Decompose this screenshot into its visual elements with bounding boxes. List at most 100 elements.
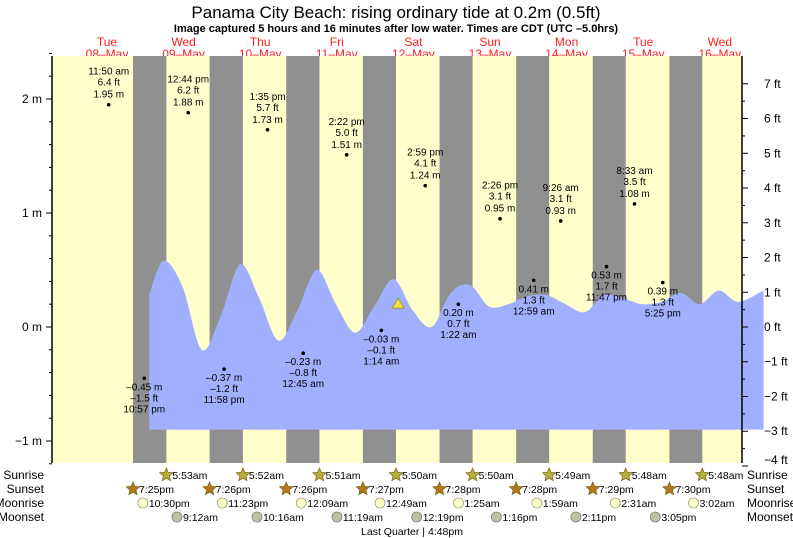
sunset-time: 7:29pm (599, 484, 634, 496)
high-tide-time: 8:33 am (616, 166, 652, 177)
low-tide-point (301, 351, 305, 356)
low-tide-m: –0.37 m (206, 373, 242, 384)
axes: 2 m 1 m 0 m −1 m 7 ft 6 ft 5 ft 4 ft 3 ft 2 ft 1 f… (15, 52, 788, 467)
sunrise-row-label-right: Sunrise (747, 468, 788, 482)
low-tide-m: –0.23 m (285, 357, 321, 368)
moonset-time: 12:19pm (423, 512, 464, 524)
left-tick-label: 0 m (22, 320, 42, 334)
high-tide-point (498, 216, 502, 221)
low-tide-time: 12:59 am (513, 306, 555, 317)
high-tide-m: 1.08 m (619, 189, 650, 200)
low-tide-time: 1:22 am (440, 330, 476, 341)
sunset-icon (661, 481, 677, 496)
high-tide-m: 1.95 m (93, 90, 124, 101)
low-tide-point (660, 280, 665, 285)
high-tide-ft: 3.1 ft (550, 194, 572, 205)
high-tide-ft: 4.1 ft (414, 159, 436, 170)
sunset-time: 7:26pm (216, 484, 251, 496)
high-tide-time: 2:22 pm (329, 117, 365, 128)
sunrise-icon (618, 467, 634, 482)
sunrise-icon (158, 467, 174, 482)
moonset-time: 3:05pm (661, 512, 696, 524)
left-tick-label: 1 m (22, 206, 42, 220)
low-tide-ft: –1.5 ft (130, 393, 158, 404)
high-tide-time: 1:35 pm (249, 92, 285, 103)
moonrise-time: 11:23pm (228, 498, 268, 510)
moonrise-icon (216, 497, 228, 509)
high-tide-ft: 5.7 ft (256, 103, 278, 114)
sunset-icon (355, 481, 371, 496)
moonrise-icon (295, 497, 307, 509)
moonrise-icon (374, 497, 386, 509)
high-tide-m: 1.88 m (173, 98, 204, 109)
left-tick-label: −1 m (15, 434, 42, 448)
sunrise-row-label-left: Sunrise (3, 468, 44, 482)
tide-curve-area (149, 260, 764, 430)
right-tick-label: −3 ft (764, 424, 788, 438)
low-tide-point (604, 264, 609, 269)
moonset-row-label-left: Moonset (0, 510, 45, 524)
right-tick-label: −2 ft (764, 389, 788, 403)
sunset-row-label-left: Sunset (7, 482, 45, 496)
low-tide-m: 0.53 m (591, 271, 622, 282)
sunrise-icon (235, 467, 251, 482)
sunset-time: 7:28pm (446, 484, 481, 496)
sunrise-icon (694, 467, 710, 482)
low-tide-time: 11:58 pm (204, 395, 245, 406)
low-tide-ft: 1.3 ft (523, 295, 545, 306)
low-tide-ft: 1.3 ft (652, 298, 674, 309)
day-of-week-label: Tue (97, 35, 118, 49)
low-tide-time: 1:14 am (363, 356, 399, 367)
high-tide-m: 0.95 m (485, 204, 516, 215)
tide-area (149, 260, 764, 430)
day-of-week-label: Wed (708, 35, 732, 49)
low-tide-m: 0.41 m (518, 284, 549, 295)
sunset-time: 7:25pm (139, 484, 174, 496)
moonrise-icon (137, 497, 149, 509)
sunset-row-label-right: Sunset (747, 482, 785, 496)
low-tide-ft: –1.2 ft (210, 384, 238, 395)
low-tide-ft: 0.7 ft (447, 319, 469, 330)
moonset-icon (171, 511, 183, 523)
moonset-icon (411, 511, 423, 523)
sunset-icon (125, 481, 141, 496)
day-of-week-label: Sun (479, 35, 500, 49)
day-of-week-label: Fri (330, 35, 344, 49)
moonrise-time: 2:31am (621, 498, 656, 510)
right-tick-label: 4 ft (764, 181, 781, 195)
sunset-time: 7:26pm (292, 484, 327, 496)
moonset-time: 2:11pm (582, 512, 616, 524)
right-tick-label: −1 ft (764, 355, 788, 369)
chart-title: Panama City Beach: rising ordinary tide … (191, 3, 600, 22)
moonset-row-label-right: Moonset (747, 510, 793, 524)
moonrise-time: 1:59am (543, 498, 578, 510)
low-tide-m: 0.39 m (648, 287, 679, 298)
high-tide-time: 9:26 am (543, 183, 579, 194)
moonrise-time: 12:09am (307, 498, 348, 510)
high-tide-ft: 3.5 ft (623, 177, 645, 188)
sunrise-icon (311, 467, 327, 482)
day-of-week-label: Mon (555, 35, 578, 49)
right-tick-label: 2 ft (764, 251, 781, 265)
high-tide-m: 1.24 m (410, 171, 441, 182)
high-tide-m: 1.73 m (252, 115, 283, 126)
day-of-week-label: Sat (404, 35, 423, 49)
moonset-time: 9:12am (183, 512, 218, 524)
high-tide-ft: 5.0 ft (336, 128, 358, 139)
low-tide-point (142, 376, 147, 381)
moonrise-icon (609, 497, 621, 509)
moonrise-time: 10:30pm (149, 498, 190, 510)
sunset-icon (432, 481, 448, 496)
high-tide-ft: 3.1 ft (489, 192, 511, 203)
low-tide-point (456, 302, 461, 307)
high-tide-ft: 6.4 ft (98, 78, 120, 89)
low-tide-point (222, 367, 226, 371)
right-tick-label: −4 ft (764, 453, 788, 467)
low-tide-time: 5:25 pm (645, 309, 681, 320)
high-tide-point (558, 219, 563, 223)
high-tide-time: 11:50 am (88, 67, 129, 78)
sunrise-icon (465, 467, 481, 482)
right-tick-label: 7 ft (764, 77, 781, 91)
high-tide-point (632, 202, 637, 206)
